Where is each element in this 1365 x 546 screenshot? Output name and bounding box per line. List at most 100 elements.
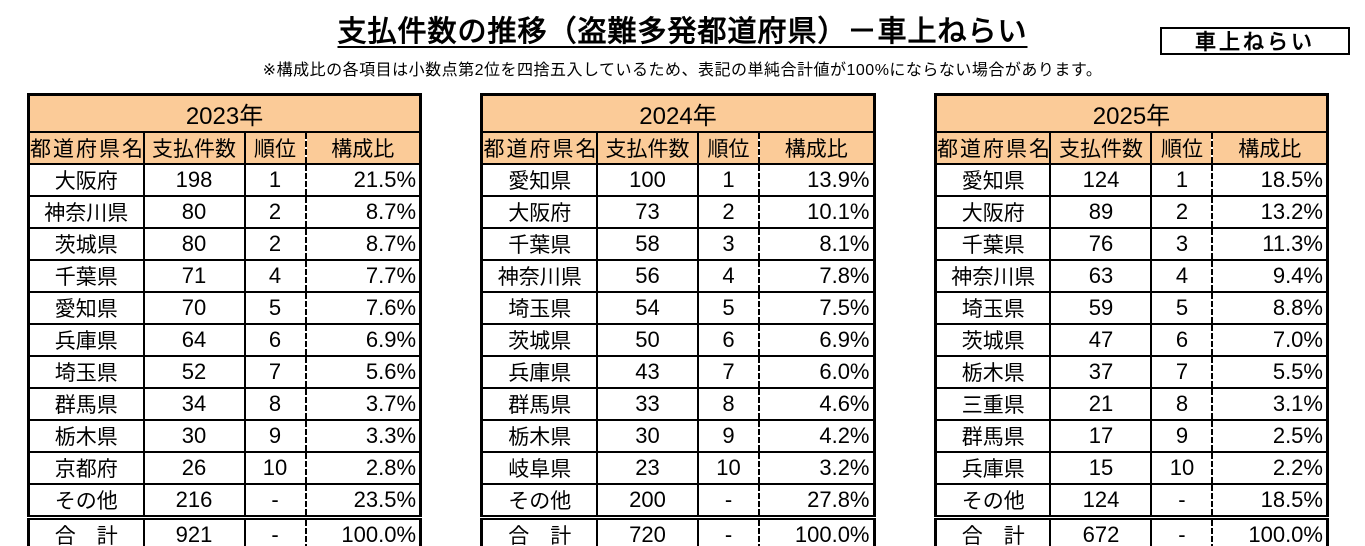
prefecture-name-cell: 愛知県	[934, 163, 1052, 197]
table-row: 茨城県 80 2 8.7%	[27, 227, 422, 261]
count-cell: 21	[1049, 387, 1153, 421]
rank-cell: 1	[243, 163, 307, 197]
table-body-2025: 愛知県 124 1 18.5% 大阪府 89 2 13.2% 千葉県 76 3 11.3% 神奈川県 63…	[934, 163, 1329, 546]
rank-cell: 5	[243, 291, 307, 325]
rank-cell: 6	[243, 323, 307, 357]
prefecture-name-cell: 栃木県	[480, 419, 598, 453]
rank-cell: 4	[243, 259, 307, 293]
ratio-cell: 8.1%	[757, 227, 876, 261]
table-row: 愛知県 70 5 7.6%	[27, 291, 422, 325]
table-row: 大阪府 73 2 10.1%	[480, 195, 876, 229]
count-cell: 23	[595, 451, 699, 485]
rank-cell: 8	[696, 387, 760, 421]
ratio-cell: 100.0%	[1211, 515, 1329, 546]
rank-cell: 3	[1150, 227, 1214, 261]
count-cell: 198	[142, 163, 246, 197]
count-cell: 50	[595, 323, 699, 357]
prefecture-name-cell: 神奈川県	[934, 259, 1052, 293]
column-header-prefecture: 都道府県名	[27, 131, 145, 165]
table-row: 茨城県 47 6 7.0%	[934, 323, 1329, 357]
rank-cell: 2	[1150, 195, 1214, 229]
prefecture-name-cell: 兵庫県	[934, 451, 1052, 485]
table-row: 栃木県 30 9 4.2%	[480, 419, 876, 453]
prefecture-name-cell: 千葉県	[480, 227, 598, 261]
total-row: 合 計 720-100.0%	[480, 515, 876, 546]
rank-cell: -	[696, 515, 760, 546]
table-row: その他 124-18.5%	[934, 483, 1329, 519]
ratio-cell: 7.0%	[1211, 323, 1329, 357]
ratio-cell: 2.2%	[1211, 451, 1329, 485]
table-row: 神奈川県 63 4 9.4%	[934, 259, 1329, 293]
ratio-cell: 6.9%	[757, 323, 876, 357]
count-cell: 54	[595, 291, 699, 325]
count-cell: 100	[595, 163, 699, 197]
count-cell: 672	[1049, 515, 1153, 546]
ratio-cell: 6.9%	[304, 323, 422, 357]
table-row: 兵庫県 64 6 6.9%	[27, 323, 422, 357]
table-row: 群馬県 17 9 2.5%	[934, 419, 1329, 453]
year-header: 2024年	[480, 93, 876, 133]
column-header-rank: 順位	[1150, 131, 1214, 165]
table-row: その他 200-27.8%	[480, 483, 876, 519]
ratio-cell: 18.5%	[1211, 163, 1329, 197]
rank-cell: 10	[696, 451, 760, 485]
column-header-rank: 順位	[243, 131, 307, 165]
ratio-cell: 6.0%	[757, 355, 876, 389]
prefecture-name-cell: 大阪府	[480, 195, 598, 229]
prefecture-name-cell: 群馬県	[480, 387, 598, 421]
ratio-cell: 5.5%	[1211, 355, 1329, 389]
count-cell: 64	[142, 323, 246, 357]
year-header-row: 2023年	[27, 93, 422, 133]
ratio-cell: 13.9%	[757, 163, 876, 197]
ratio-cell: 4.6%	[757, 387, 876, 421]
ratio-cell: 8.8%	[1211, 291, 1329, 325]
ratio-cell: 3.3%	[304, 419, 422, 453]
rank-cell: -	[1150, 515, 1214, 546]
ratio-cell: 3.7%	[304, 387, 422, 421]
count-cell: 80	[142, 227, 246, 261]
count-cell: 76	[1049, 227, 1153, 261]
rank-cell: 7	[1150, 355, 1214, 389]
column-header-count: 支払件数	[142, 131, 246, 165]
prefecture-name-cell: 茨城県	[27, 227, 145, 261]
count-cell: 37	[1049, 355, 1153, 389]
prefecture-name-cell: 合 計	[27, 515, 145, 546]
count-cell: 52	[142, 355, 246, 389]
table-row: その他 216-23.5%	[27, 483, 422, 519]
count-cell: 71	[142, 259, 246, 293]
prefecture-name-cell: 群馬県	[934, 419, 1052, 453]
column-header-ratio: 構成比	[1211, 131, 1329, 165]
ratio-cell: 2.8%	[304, 451, 422, 485]
ratio-cell: 8.7%	[304, 195, 422, 229]
count-cell: 47	[1049, 323, 1153, 357]
count-cell: 63	[1049, 259, 1153, 293]
prefecture-name-cell: その他	[27, 483, 145, 519]
prefecture-name-cell: 群馬県	[27, 387, 145, 421]
ratio-cell: 8.7%	[304, 227, 422, 261]
ratio-cell: 3.1%	[1211, 387, 1329, 421]
ratio-cell: 7.6%	[304, 291, 422, 325]
ratio-cell: 5.6%	[304, 355, 422, 389]
rank-cell: 1	[696, 163, 760, 197]
table-row: 群馬県 33 8 4.6%	[480, 387, 876, 421]
table-row: 千葉県 71 4 7.7%	[27, 259, 422, 293]
column-header-row: 都道府県名 支払件数 順位 構成比	[934, 131, 1329, 165]
prefecture-name-cell: 合 計	[480, 515, 598, 546]
column-header-row: 都道府県名 支払件数 順位 構成比	[480, 131, 876, 165]
prefecture-name-cell: 合 計	[934, 515, 1052, 546]
prefecture-name-cell: 兵庫県	[27, 323, 145, 357]
rank-cell: 9	[1150, 419, 1214, 453]
column-header-count: 支払件数	[595, 131, 699, 165]
table-row: 大阪府 89 2 13.2%	[934, 195, 1329, 229]
ratio-cell: 4.2%	[757, 419, 876, 453]
ratio-cell: 13.2%	[1211, 195, 1329, 229]
rank-cell: -	[243, 515, 307, 546]
count-cell: 70	[142, 291, 246, 325]
year-header-row: 2024年	[480, 93, 876, 133]
page-header: 支払件数の推移（盗難多発都道府県）－車上ねらい 車上ねらい	[0, 0, 1365, 55]
column-header-rank: 順位	[696, 131, 760, 165]
year-header: 2025年	[934, 93, 1329, 133]
table-row: 兵庫県 15 10 2.2%	[934, 451, 1329, 485]
table-row: 愛知県 124 1 18.5%	[934, 163, 1329, 197]
